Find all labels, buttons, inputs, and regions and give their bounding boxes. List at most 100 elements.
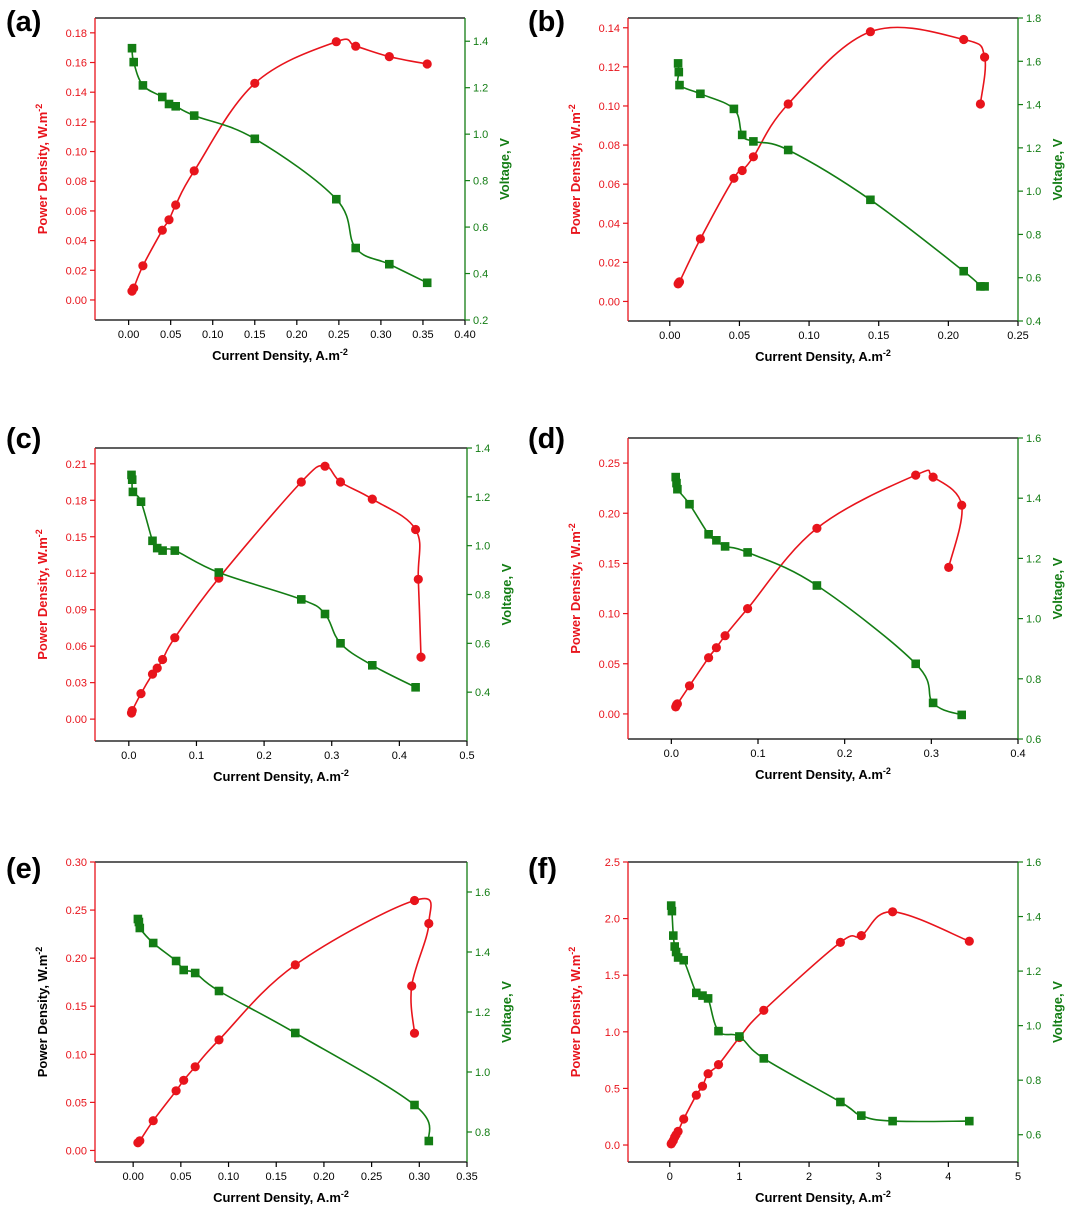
voltage-point xyxy=(127,43,137,53)
voltage-point xyxy=(704,530,713,539)
y-left-axis-title: Power Density, W.m-2 xyxy=(34,104,50,235)
power-density-point xyxy=(684,681,695,691)
power-density-point xyxy=(138,261,148,271)
voltage-point xyxy=(190,968,200,978)
voltage-point xyxy=(670,942,679,951)
x-tick-label: 0.4 xyxy=(1010,748,1025,760)
voltage-point xyxy=(667,906,677,916)
power-density-point xyxy=(136,689,146,699)
x-axis-title-superscript: -2 xyxy=(883,348,891,358)
voltage-point xyxy=(164,99,174,109)
panel-label: (c) xyxy=(6,423,41,455)
chart-panel-d: (d) 0.0 0.1 0.2 0.3 0.4 0.00 0.05 0.10 0.15 0.20 0.… xyxy=(528,423,1065,782)
x-tick-label: 0.30 xyxy=(409,1171,430,1183)
voltage-point xyxy=(422,278,432,288)
power-density-point xyxy=(964,936,974,946)
x-tick-label: 5 xyxy=(1015,1171,1021,1183)
x-axis-title-text: Current Density, A.m xyxy=(212,348,340,363)
y-right-tick-label: 1.6 xyxy=(1026,857,1041,869)
y-left-tick-label: 0.20 xyxy=(66,953,87,965)
voltage-point xyxy=(812,581,822,590)
voltage-point xyxy=(759,1054,769,1063)
y-left-tick-label: 0.25 xyxy=(599,458,620,470)
voltage-point xyxy=(685,499,694,509)
power-density-point xyxy=(812,523,822,533)
y-left-axis-title-text: Power Density, W.m xyxy=(35,112,50,235)
x-tick-label: 0.05 xyxy=(729,330,750,342)
voltage-point xyxy=(714,1026,723,1036)
voltage-point xyxy=(189,111,199,120)
power-density-point xyxy=(691,1090,701,1100)
x-tick-label: 0.30 xyxy=(370,329,391,341)
voltage-point xyxy=(128,487,138,497)
y-right-tick-label: 0.8 xyxy=(1026,229,1041,241)
y-right-axis-title: Voltage, V xyxy=(1050,138,1065,200)
y-left-tick-label: 0.04 xyxy=(66,236,87,248)
x-axis-title-text: Current Density, A.m xyxy=(213,769,341,784)
voltage-point xyxy=(672,478,681,488)
power-density-point xyxy=(424,918,434,929)
x-axis-title-text: Current Density, A.m xyxy=(213,1190,341,1205)
y-right-tick-label: 0.6 xyxy=(1026,273,1041,285)
power-density-series xyxy=(671,469,967,712)
y-left-tick-label: 0.05 xyxy=(66,1097,87,1109)
voltage-curve xyxy=(670,905,970,1123)
power-density-point xyxy=(127,706,137,716)
panel-label: (e) xyxy=(6,853,41,885)
voltage-point xyxy=(666,901,676,910)
panel-label: (a) xyxy=(6,6,41,38)
y-right-tick-label: 0.6 xyxy=(1026,1130,1041,1142)
x-tick-label: 0.10 xyxy=(218,1171,239,1183)
y-right-tick-label: 1.0 xyxy=(475,1067,490,1079)
x-tick-label: 0 xyxy=(667,1171,673,1183)
power-density-point xyxy=(170,633,180,643)
y-left-axis-title: Power Density, W.m-2 xyxy=(567,523,583,654)
voltage-curve xyxy=(674,477,962,716)
y-right-axis-title: Voltage, V xyxy=(1050,981,1065,1043)
voltage-point xyxy=(135,923,145,933)
x-axis-title-superscript: -2 xyxy=(883,1189,891,1199)
x-tick-label: 0.1 xyxy=(750,748,765,760)
y-right-tick-label: 1.4 xyxy=(1026,100,1041,112)
power-density-point xyxy=(384,52,394,62)
voltage-point xyxy=(737,130,747,140)
y-left-tick-label: 0.15 xyxy=(66,532,87,544)
x-tick-label: 0.0 xyxy=(664,748,679,760)
x-tick-label: 0.25 xyxy=(328,329,349,341)
x-tick-label: 0.25 xyxy=(361,1171,382,1183)
y-right-tick-label: 1.6 xyxy=(1026,56,1041,68)
y-left-tick-label: 0.02 xyxy=(66,265,87,277)
y-right-tick-label: 0.8 xyxy=(1026,674,1041,686)
voltage-point xyxy=(291,1028,300,1038)
x-tick-label: 0.3 xyxy=(324,750,339,762)
voltage-point xyxy=(712,536,721,545)
voltage-point xyxy=(170,546,180,555)
power-density-point xyxy=(164,215,174,225)
x-tick-label: 4 xyxy=(945,1171,951,1183)
y-left-tick-label: 1.0 xyxy=(605,1027,620,1039)
y-left-tick-label: 0.04 xyxy=(599,218,620,230)
x-axis-title: Current Density, A.m-2 xyxy=(755,348,891,364)
voltage-point xyxy=(671,472,680,482)
y-left-tick-label: 0.00 xyxy=(66,1145,87,1157)
x-tick-label: 0.35 xyxy=(456,1171,477,1183)
power-density-point xyxy=(296,477,306,487)
y-left-tick-label: 0.09 xyxy=(66,605,87,617)
voltage-series xyxy=(671,472,966,720)
y-left-tick-label: 0.06 xyxy=(66,206,87,218)
voltage-point xyxy=(735,1032,744,1041)
y-right-axis-title: Voltage, V xyxy=(499,563,514,625)
voltage-point xyxy=(675,80,684,90)
y-left-tick-label: 0.08 xyxy=(599,140,620,152)
y-left-tick-label: 0.15 xyxy=(66,1001,87,1013)
voltage-point xyxy=(965,1116,974,1126)
y-right-tick-label: 0.6 xyxy=(475,638,490,650)
power-density-point xyxy=(129,283,139,293)
x-tick-label: 0.35 xyxy=(412,329,433,341)
y-left-tick-label: 0.12 xyxy=(599,62,620,74)
chart-panel-e: (e) 0.00 0.05 0.10 0.15 0.20 0.25 0.30 0.35 0.00 0… xyxy=(6,853,514,1205)
voltage-point xyxy=(351,243,360,253)
x-tick-label: 0.05 xyxy=(160,329,181,341)
x-tick-label: 0.15 xyxy=(266,1171,287,1183)
y-right-tick-label: 0.4 xyxy=(1026,316,1041,328)
